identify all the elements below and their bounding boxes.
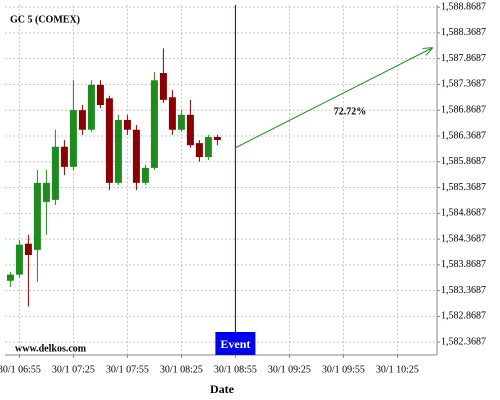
forecast-label: 72.72% — [334, 106, 367, 117]
candle-body — [87, 84, 95, 130]
candle-body — [69, 110, 77, 167]
candle-body — [114, 119, 122, 183]
event-box — [215, 332, 256, 355]
candle-body — [132, 129, 140, 183]
x-tick-label: 30/1 07:55 — [106, 364, 149, 375]
candle-body — [60, 146, 68, 167]
candle-body — [141, 167, 149, 183]
watermark: www.delkos.com — [15, 343, 87, 354]
x-tick-label: 30/1 08:25 — [160, 364, 203, 375]
y-tick-label: 1,588.8687 — [441, 1, 486, 12]
x-tick-label: 30/1 09:55 — [322, 364, 365, 375]
y-tick-label: 1,582.8687 — [441, 311, 486, 322]
candle-body — [24, 243, 32, 255]
y-tick-label: 1,588.3687 — [441, 27, 486, 38]
candle-body — [96, 84, 104, 105]
event-label: Event — [220, 337, 250, 351]
y-tick-label: 1,586.8687 — [441, 105, 486, 116]
x-axis-title: Date — [210, 382, 235, 396]
candle-body — [33, 182, 41, 250]
x-tick-label: 30/1 10:25 — [376, 364, 419, 375]
candle-body — [78, 110, 86, 130]
y-tick-label: 1,587.3687 — [441, 79, 486, 90]
y-tick-label: 1,584.3687 — [441, 233, 486, 244]
y-tick-label: 1,587.8687 — [441, 53, 486, 64]
y-tick-label: 1,586.3687 — [441, 130, 486, 141]
candle-body — [6, 274, 14, 281]
y-tick-label: 1,584.8687 — [441, 208, 486, 219]
y-tick-label: 1,583.3687 — [441, 285, 486, 296]
y-tick-label: 1,583.8687 — [441, 259, 486, 270]
candle-body — [105, 98, 113, 183]
x-tick-label: 30/1 07:25 — [52, 364, 95, 375]
candle-body — [51, 146, 59, 200]
candle-body — [213, 136, 221, 141]
candle-body — [195, 143, 203, 158]
grid — [5, 5, 437, 355]
candle-body — [42, 182, 50, 202]
chart-title: GC 5 (COMEX) — [10, 14, 80, 25]
candle-body — [150, 80, 158, 168]
candle-body — [204, 136, 212, 158]
forecast-arrow — [234, 48, 432, 149]
candle-body — [159, 73, 167, 100]
candle-body — [177, 114, 185, 130]
candle-body — [186, 114, 194, 146]
candle-body — [168, 97, 176, 130]
x-tick-label: 30/1 09:25 — [268, 364, 311, 375]
candle-body — [15, 244, 23, 275]
y-tick-label: 1,585.8687 — [441, 156, 486, 167]
y-tick-label: 1,582.3687 — [441, 336, 486, 347]
x-tick-label: 30/1 08:55 — [214, 364, 257, 375]
y-tick-label: 1,585.3687 — [441, 182, 486, 193]
candle-body — [123, 119, 131, 130]
candles — [6, 48, 221, 307]
x-tick-label: 30/1 06:55 — [0, 364, 41, 375]
